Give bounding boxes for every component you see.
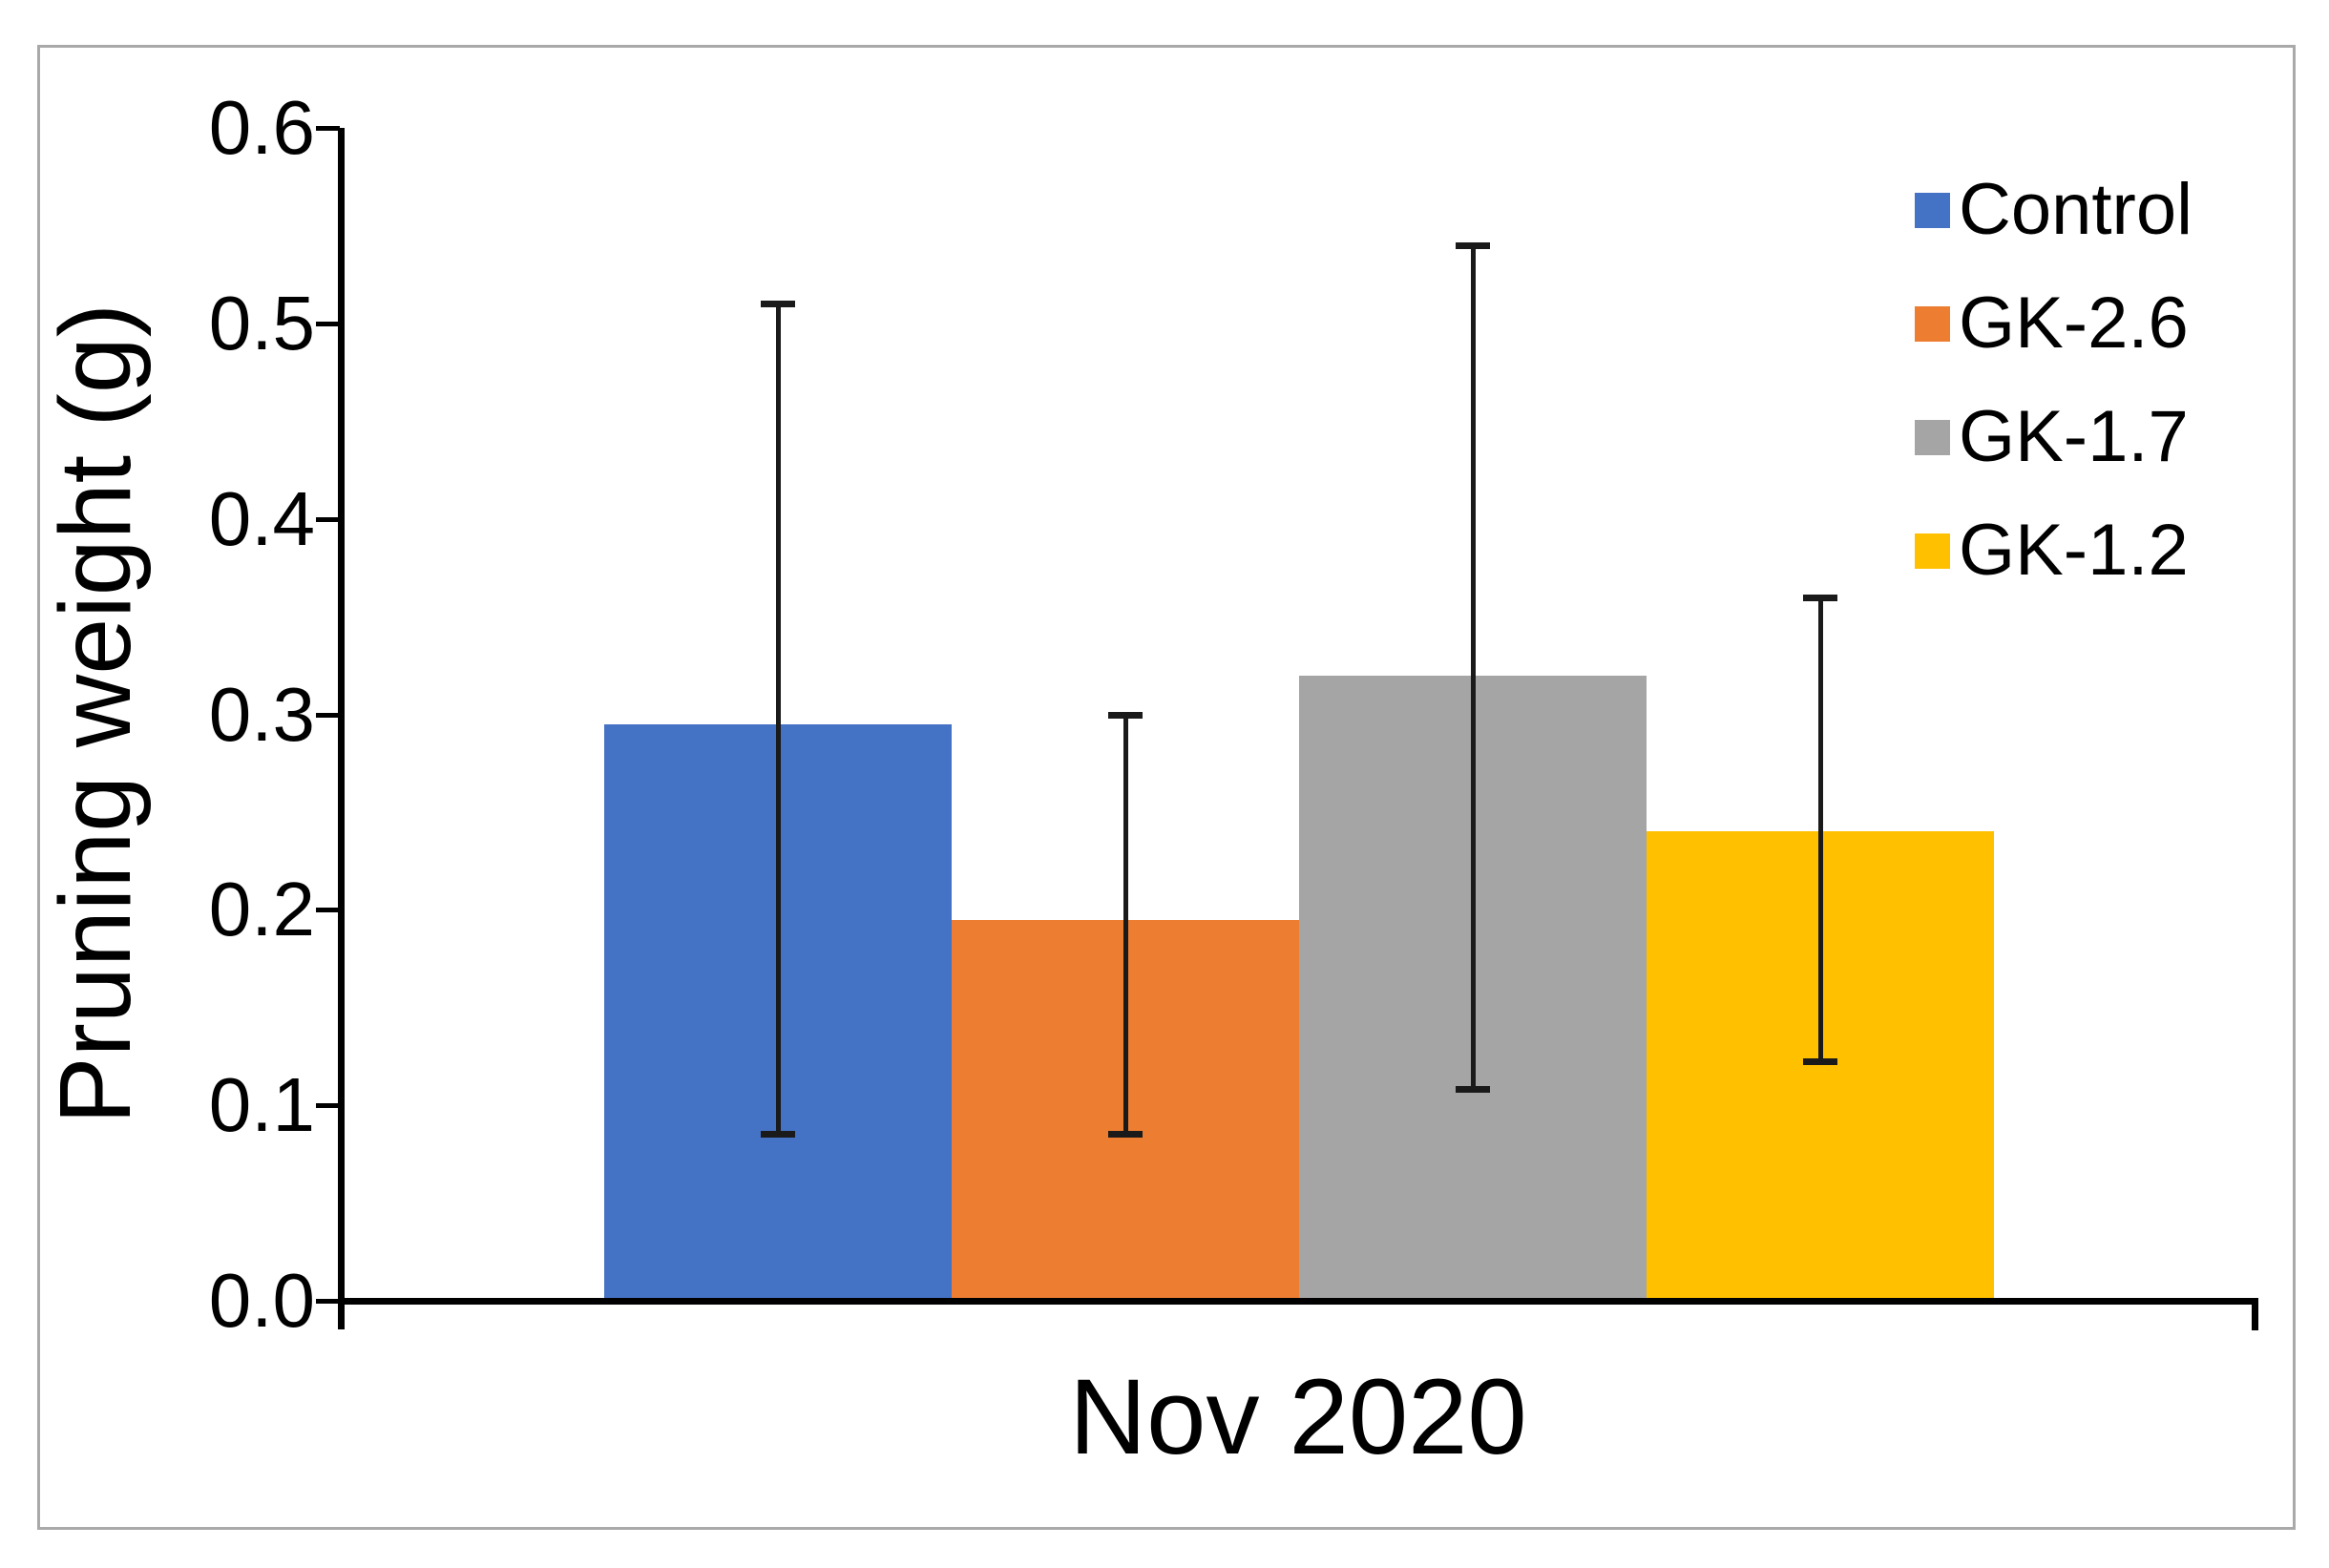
error-bar-cap-top	[761, 301, 795, 308]
y-tick-label: 0.4	[208, 475, 315, 561]
error-bar-cap-top	[1456, 241, 1490, 249]
legend-label: Control	[1959, 169, 2193, 250]
legend-label: GK-1.7	[1959, 396, 2189, 477]
error-bar-cap-bottom	[1456, 1085, 1490, 1093]
error-bar-cap-top	[1803, 594, 1837, 601]
error-bar-cap-top	[1108, 711, 1143, 719]
x-axis-line	[338, 1298, 2258, 1305]
error-bar-cap-bottom	[1108, 1130, 1143, 1138]
y-axis-line	[338, 128, 345, 1329]
error-bar-line	[1470, 244, 1476, 1090]
y-tick-label: 0.1	[208, 1062, 315, 1148]
x-axis-end-tick	[2252, 1301, 2258, 1330]
y-tick-mark	[316, 908, 340, 913]
legend-swatch-icon	[1915, 305, 1950, 342]
y-tick-mark	[316, 712, 340, 718]
y-tick-label: 0.3	[208, 671, 315, 757]
y-tick-mark	[316, 126, 340, 131]
legend-swatch-icon	[1915, 192, 1950, 228]
chart-border	[37, 45, 2296, 1530]
x-axis-category-label: Nov 2020	[1069, 1357, 1527, 1476]
error-bar-cap-bottom	[1803, 1058, 1837, 1066]
legend-swatch-icon	[1915, 419, 1950, 455]
legend-label: GK-2.6	[1959, 282, 2189, 364]
legend-swatch-icon	[1915, 533, 1950, 569]
y-tick-label: 0.2	[208, 867, 315, 952]
legend-item-gk-2.6: GK-2.6	[1915, 281, 2189, 366]
legend-label: GK-1.2	[1959, 510, 2189, 591]
y-tick-label: 0.0	[208, 1258, 315, 1343]
legend-item-gk-1.2: GK-1.2	[1915, 508, 2189, 594]
y-tick-mark	[316, 321, 340, 326]
error-bar-line	[1123, 714, 1128, 1135]
error-bar-line	[1817, 596, 1823, 1063]
y-tick-mark	[316, 1299, 340, 1304]
y-tick-label: 0.5	[208, 280, 315, 366]
y-tick-mark	[316, 516, 340, 522]
legend-item-control: Control	[1915, 167, 2193, 253]
error-bar-line	[775, 303, 781, 1135]
y-tick-mark	[316, 1103, 340, 1109]
y-tick-label: 0.6	[208, 85, 315, 170]
legend-item-gk-1.7: GK-1.7	[1915, 394, 2189, 480]
error-bar-cap-bottom	[761, 1130, 795, 1138]
